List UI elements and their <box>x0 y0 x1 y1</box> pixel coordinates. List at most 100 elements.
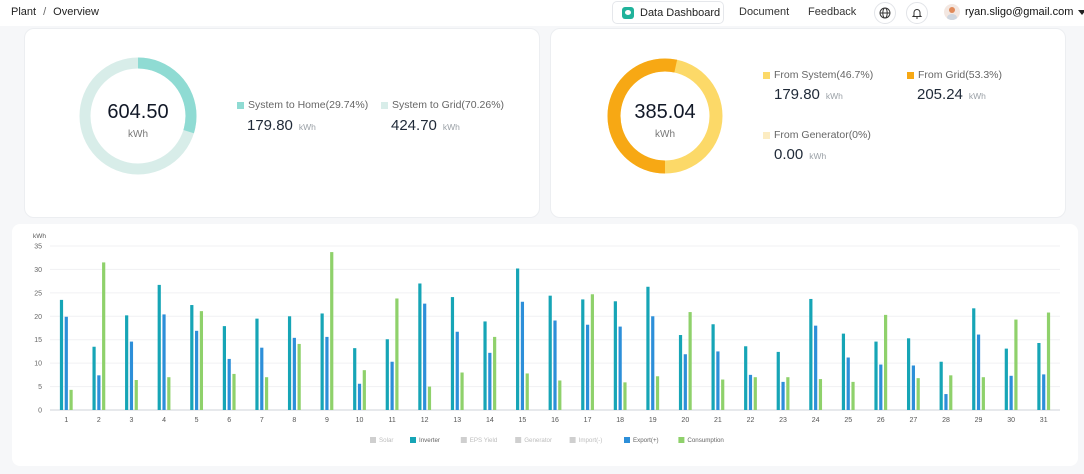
bar-export <box>455 331 459 410</box>
bell-icon <box>911 9 923 19</box>
bar-consumption <box>232 373 236 410</box>
bar-export <box>423 303 427 410</box>
legend-label: Import(-) <box>579 437 603 444</box>
consumption-unit: kWh <box>655 129 675 140</box>
bar-inverter <box>711 324 715 410</box>
y-tick-label: 15 <box>34 337 42 344</box>
legend-label: From Generator(0%) <box>774 129 871 141</box>
production-total: 604.50 <box>107 101 169 123</box>
legend-swatch <box>237 101 244 109</box>
value-number: 0.00 <box>774 146 804 163</box>
bar-consumption <box>688 312 692 410</box>
y-tick-label: 20 <box>34 314 42 321</box>
bar-export <box>129 341 134 410</box>
value-system-to-grid: 424.70 kWh <box>391 117 460 134</box>
legend-from-generator: From Generator(0%) <box>763 129 871 141</box>
x-tick-label: 4 <box>162 417 166 424</box>
x-tick-label: 24 <box>812 417 820 424</box>
bar-inverter <box>874 341 878 410</box>
bar-export <box>195 330 199 410</box>
bar-export <box>488 352 492 410</box>
daily-energy-chart-panel: kWh 0 5 10 15 20 25 30 35 1 2 3 4 5 6 7 8 9 10 11 12 13 14 15 16… <box>12 224 1078 466</box>
y-tick-label: 0 <box>38 408 42 415</box>
bar-export <box>390 361 394 410</box>
y-tick-label: 30 <box>34 267 42 274</box>
x-tick-label: 11 <box>388 417 395 424</box>
bar-consumption <box>884 314 888 410</box>
bar-export <box>162 314 166 410</box>
legend-system-to-grid: System to Grid(70.26%) <box>381 99 504 111</box>
bar-consumption <box>493 336 497 410</box>
x-tick-label: 13 <box>453 417 461 424</box>
bar-export <box>1009 375 1013 410</box>
bar-consumption <box>916 378 920 410</box>
bar-inverter <box>1004 348 1008 410</box>
bar-consumption <box>264 377 269 410</box>
bar-export <box>683 354 687 410</box>
legend-swatch <box>370 437 376 443</box>
legend-label: System to Home(29.74%) <box>248 99 369 111</box>
value-system-to-home: 179.80 kWh <box>247 117 316 134</box>
x-tick-label: 27 <box>909 417 917 424</box>
bar-export <box>814 325 818 410</box>
avatar <box>944 4 960 20</box>
value-unit: kWh <box>825 91 843 101</box>
x-tick-label: 14 <box>486 417 494 424</box>
x-tick-label: 7 <box>260 417 264 424</box>
bar-consumption <box>721 379 725 410</box>
bar-export <box>1042 374 1046 410</box>
data-dashboard-label: Data Dashboard <box>640 6 721 19</box>
x-tick-label: 30 <box>1007 417 1015 424</box>
legend-from-system: From System(46.7%) <box>763 69 873 81</box>
bar-inverter <box>776 351 780 410</box>
x-tick-label: 19 <box>649 417 657 424</box>
breadcrumb-plant[interactable]: Plant <box>11 6 37 18</box>
user-menu[interactable]: ryan.sligo@gmail.com <box>944 4 1084 20</box>
language-button[interactable] <box>874 2 896 24</box>
bar-consumption <box>818 379 823 410</box>
bar-consumption <box>134 380 138 410</box>
legend-swatch <box>763 131 770 139</box>
bar-inverter <box>92 346 96 410</box>
bar-consumption <box>199 311 204 410</box>
consumption-panel: 385.04 kWh From System(46.7%) 179.80 kWh … <box>550 28 1066 218</box>
y-tick-label: 5 <box>38 384 42 391</box>
bar-consumption <box>558 380 562 410</box>
legend-label: From System(46.7%) <box>774 69 874 81</box>
donut-arc-home <box>79 57 197 175</box>
bar-consumption <box>851 381 855 410</box>
bar-consumption <box>753 377 757 410</box>
value-number: 179.80 <box>774 86 820 103</box>
bar-inverter <box>190 305 194 410</box>
notification-button[interactable] <box>906 2 928 24</box>
feedback-link[interactable]: Feedback <box>808 6 857 18</box>
bar-export <box>64 316 68 410</box>
legend-system-to-home: System to Home(29.74%) <box>237 99 368 111</box>
x-tick-label: 16 <box>551 417 559 424</box>
document-link[interactable]: Document <box>739 6 790 18</box>
legend-swatch <box>569 437 576 443</box>
bar-consumption <box>460 372 464 410</box>
bar-export <box>553 320 557 410</box>
data-dashboard-button[interactable]: Data Dashboard <box>612 1 724 24</box>
bar-inverter <box>483 321 487 410</box>
legend-swatch <box>624 437 630 443</box>
value-unit: kWh <box>968 91 986 101</box>
bar-consumption <box>525 373 529 410</box>
value-from-grid: 205.24 kWh <box>917 86 986 103</box>
bar-consumption <box>981 377 985 410</box>
legend-from-grid: From Grid(53.3%) <box>907 69 1002 81</box>
bar-consumption <box>297 343 301 410</box>
bar-consumption <box>949 375 953 410</box>
legend-label: Export(+) <box>633 437 659 444</box>
legend-label: EPS Yield <box>470 437 498 444</box>
bar-export <box>357 383 362 410</box>
y-axis-unit-label: kWh <box>33 233 46 240</box>
bar-inverter <box>972 308 976 410</box>
bar-consumption <box>1046 312 1051 410</box>
bar-inverter <box>809 298 813 410</box>
bar-inverter <box>418 283 422 410</box>
globe-icon <box>879 7 891 19</box>
legend-label: Solar <box>379 437 393 444</box>
top-bar: Plant / Overview Data Dashboard Document F… <box>0 0 1084 26</box>
